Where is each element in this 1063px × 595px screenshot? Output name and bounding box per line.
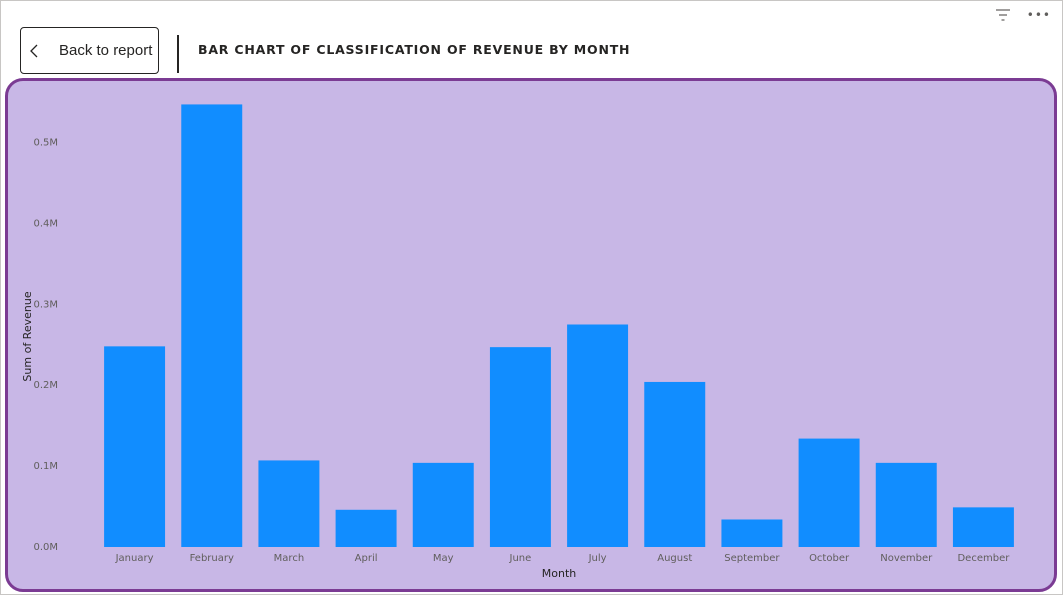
- bar-december[interactable]: [952, 507, 1014, 547]
- page-title: BAR CHART OF CLASSIFICATION OF REVENUE B…: [198, 42, 631, 57]
- bar-june[interactable]: [489, 347, 551, 547]
- y-axis: 0.0M 0.1M 0.2M 0.3M 0.4M 0.5M: [33, 137, 58, 553]
- filter-icon[interactable]: [995, 8, 1011, 22]
- bar-february[interactable]: [181, 104, 243, 547]
- y-tick-label: 0.2M: [33, 380, 58, 391]
- bar-march[interactable]: [258, 460, 320, 547]
- x-tick-label: November: [880, 553, 933, 564]
- bar-chart: 0.0M 0.1M 0.2M 0.3M 0.4M 0.5M January February…: [21, 104, 1014, 580]
- x-tick-label: February: [190, 553, 234, 564]
- x-tick-label: August: [657, 553, 692, 564]
- bar-november[interactable]: [875, 462, 937, 547]
- x-tick-label: March: [274, 553, 304, 564]
- x-tick-label: June: [509, 553, 532, 564]
- x-tick-label: January: [115, 553, 154, 564]
- x-tick-label: December: [957, 553, 1010, 564]
- bar-october[interactable]: [798, 438, 860, 547]
- x-tick-label: May: [433, 553, 454, 564]
- bar-may[interactable]: [412, 462, 474, 547]
- y-tick-label: 0.3M: [33, 299, 58, 310]
- more-options-icon[interactable]: •••: [1026, 8, 1051, 22]
- x-axis: January February March April May June July Augu…: [115, 553, 1011, 564]
- back-to-report-label: Back to report: [59, 42, 153, 59]
- chevron-left-icon: [30, 44, 38, 57]
- y-tick-label: 0.1M: [33, 461, 58, 472]
- title-divider: [177, 35, 179, 73]
- bar-july[interactable]: [567, 324, 629, 548]
- bar-september[interactable]: [721, 519, 783, 547]
- bar-august[interactable]: [644, 381, 706, 547]
- x-tick-label: April: [355, 553, 378, 564]
- x-tick-label: September: [724, 553, 780, 564]
- visual-header-icons: •••: [995, 8, 1051, 22]
- bar-chart-visual[interactable]: 0.0M 0.1M 0.2M 0.3M 0.4M 0.5M January February…: [5, 78, 1057, 592]
- y-axis-title: Sum of Revenue: [21, 291, 34, 381]
- bar-series: [104, 104, 1014, 547]
- y-tick-label: 0.4M: [33, 218, 58, 229]
- x-axis-title: Month: [542, 567, 577, 580]
- y-tick-label: 0.5M: [33, 137, 58, 148]
- bar-january[interactable]: [104, 346, 166, 547]
- x-tick-label: July: [588, 553, 607, 564]
- bar-april[interactable]: [335, 509, 397, 547]
- x-tick-label: October: [809, 553, 850, 564]
- back-to-report-button[interactable]: Back to report: [20, 27, 159, 74]
- y-tick-label: 0.0M: [33, 542, 58, 553]
